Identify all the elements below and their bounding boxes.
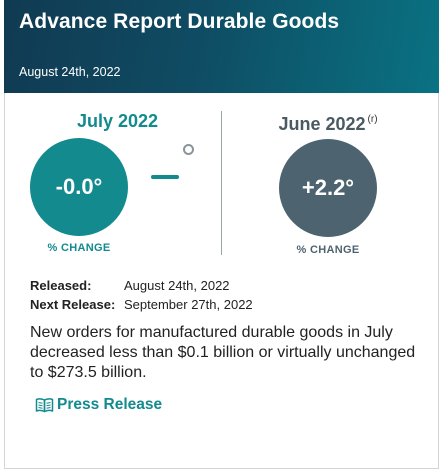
- degree-ring-icon: [183, 144, 194, 155]
- previous-change-caption: % CHANGE: [296, 244, 360, 256]
- report-header: Advance Report Durable Goods August 24th…: [4, 0, 439, 93]
- revised-marker: (r): [367, 114, 378, 125]
- current-change-value: -0.0°: [55, 174, 103, 199]
- book-icon: [35, 398, 54, 413]
- previous-change-circle: +2.2°: [279, 139, 377, 237]
- press-release-link[interactable]: Press Release: [35, 396, 162, 414]
- next-release-value: September 27th, 2022: [124, 297, 253, 312]
- next-release-label: Next Release:: [30, 297, 116, 312]
- current-change-circle: -0.0°: [30, 138, 128, 236]
- report-title: Advance Report Durable Goods: [19, 10, 340, 33]
- released-label: Released:: [30, 278, 92, 293]
- current-change-caption: % CHANGE: [47, 242, 111, 254]
- press-release-label: Press Release: [57, 396, 163, 413]
- unchanged-dash-icon: [151, 175, 179, 179]
- previous-month-label: June 2022: [278, 114, 366, 134]
- current-month: July 2022: [76, 111, 159, 131]
- released-row: Released: August 24th, 2022: [30, 278, 230, 293]
- next-release-row: Next Release: September 27th, 2022: [30, 297, 253, 312]
- report-date: August 24th, 2022: [19, 65, 121, 79]
- report-description: New orders for manufactured durable good…: [30, 324, 416, 381]
- released-value: August 24th, 2022: [124, 278, 230, 293]
- previous-change-value: +2.2°: [301, 175, 355, 200]
- previous-month: June 2022 (r): [268, 114, 388, 135]
- vertical-divider: [221, 111, 222, 255]
